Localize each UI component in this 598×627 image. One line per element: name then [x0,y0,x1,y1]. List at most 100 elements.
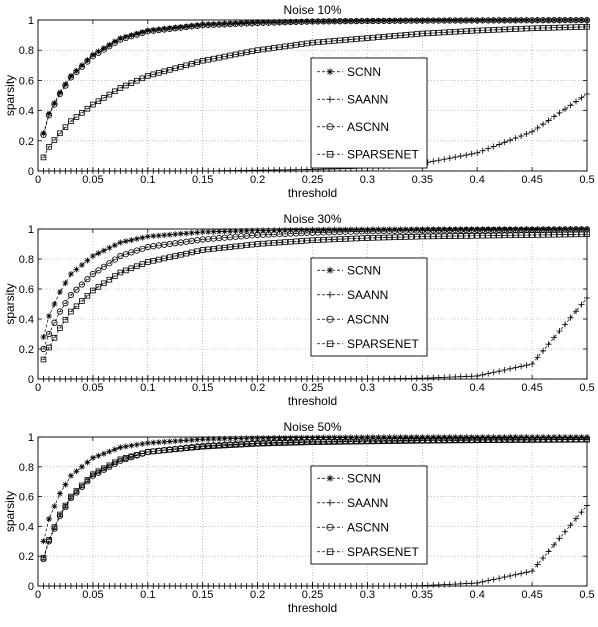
asterisk-marker [172,231,179,238]
plus-marker [260,583,267,589]
plus-marker [369,582,376,589]
plus-marker [551,334,558,341]
asterisk-marker [150,26,157,33]
asterisk-marker [243,227,250,234]
plus-marker [117,583,124,589]
plus-marker [397,582,404,589]
legend-box [310,465,428,565]
plus-marker [67,168,74,174]
plus-marker [78,583,85,589]
plus-marker [430,158,437,165]
asterisk-marker [523,226,530,233]
plus-marker [232,583,239,589]
asterisk-marker [95,250,102,257]
plus-marker [529,568,536,575]
plus-marker [139,168,146,174]
plus-marker [271,376,278,382]
asterisk-marker [84,57,91,64]
asterisk-marker [578,226,585,233]
asterisk-marker [45,313,52,319]
plus-marker [89,168,96,174]
asterisk-marker [216,435,223,442]
plus-marker [172,376,179,382]
circle-marker [106,260,113,267]
asterisk-marker [199,229,206,235]
series-scnn [40,434,590,545]
plus-marker [139,583,146,589]
circle-marker [326,523,334,531]
x-axis-label: threshold [288,394,337,408]
series-saann [40,502,590,589]
asterisk-marker [221,228,228,235]
asterisk-marker [62,481,69,488]
asterisk-marker [485,226,492,233]
asterisk-marker [325,434,332,441]
plus-marker [205,167,212,174]
plus-marker [457,580,464,587]
circle-marker [122,34,129,42]
plus-marker [210,583,217,589]
plus-marker [441,156,448,163]
asterisk-marker [364,226,371,233]
asterisk-marker [183,23,190,30]
plus-marker [435,581,442,588]
asterisk-marker [314,434,321,441]
asterisk-marker [161,232,168,239]
plus-marker [89,583,96,589]
plus-marker [430,582,437,589]
plus-marker [155,376,162,382]
circle-marker [51,319,58,326]
asterisk-marker [122,33,129,40]
plus-marker [304,166,311,173]
legend-label: SAANN [347,496,388,510]
y-tick-label: 0.6 [19,284,34,296]
asterisk-marker [375,434,382,441]
plus-marker [463,151,470,158]
plus-marker [51,376,58,382]
asterisk-marker [40,538,47,545]
plus-marker [479,371,486,378]
asterisk-marker [408,226,415,233]
plus-marker [584,90,590,97]
plus-marker [474,149,481,156]
plus-marker [183,168,190,174]
asterisk-marker [419,226,426,233]
plus-marker [479,578,486,585]
asterisk-marker [106,41,113,48]
plus-marker [369,375,376,382]
x-tick-label: 0.15 [192,589,213,601]
plus-marker [89,376,96,382]
x-tick-label: 0.3 [360,589,375,601]
asterisk-marker [144,27,151,34]
asterisk-marker [287,18,294,25]
circle-marker [117,36,124,43]
circle-marker [89,53,97,60]
series-ascnn [40,17,591,138]
x-tick-label: 0.4 [470,174,485,186]
plus-marker [144,583,151,589]
asterisk-marker [73,468,80,475]
asterisk-marker [111,38,118,45]
asterisk-marker [89,253,96,259]
plus-marker [238,167,245,174]
asterisk-marker [358,226,365,233]
plus-marker [194,168,201,174]
plus-marker [205,583,212,589]
plus-marker [177,376,184,382]
asterisk-marker [205,228,212,235]
asterisk-marker [166,438,173,445]
asterisk-marker [501,226,508,233]
asterisk-marker [468,226,475,233]
plus-marker [463,580,470,587]
plus-marker [397,375,404,382]
asterisk-marker [441,226,448,233]
plus-marker [45,583,52,589]
plus-marker [518,570,525,577]
circle-marker [89,270,97,278]
asterisk-marker [133,441,140,448]
x-tick-label: 0 [35,589,41,601]
plus-marker [73,583,80,589]
plus-marker [529,361,536,367]
plus-marker [556,109,563,116]
asterisk-marker [95,452,102,459]
